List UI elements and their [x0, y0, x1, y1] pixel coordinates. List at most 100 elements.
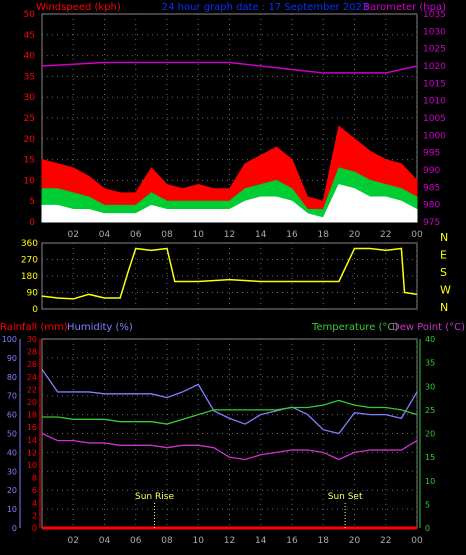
wind-tick-label: 5	[29, 197, 35, 207]
humidity-line	[41, 368, 418, 435]
humidity-tick-label: 40	[7, 448, 17, 457]
dewpoint-axis-title: Dew Point (°C)	[392, 322, 465, 333]
direction-panel-frame	[41, 242, 418, 310]
temperature-tick-label: 35	[425, 359, 435, 368]
direction-tick-label: 90	[27, 289, 39, 299]
wind-x-tick: 02	[68, 230, 79, 240]
rain-tick-label: 24	[27, 373, 37, 382]
rain-tick-label: 4	[32, 499, 37, 508]
rain-tick-label: 2	[32, 511, 37, 520]
rain-tick-label: 18	[27, 411, 37, 420]
humidity-tick-label: 90	[7, 354, 17, 363]
direction-tick-label: 0	[32, 305, 38, 315]
wind-x-tick: 20	[349, 230, 361, 240]
barometer-tick-label: 985	[423, 183, 440, 193]
wind-x-tick: 08	[161, 230, 173, 240]
wind-x-tick: 00	[411, 230, 423, 240]
wind-tick-label: 10	[24, 176, 36, 186]
weather-x-tick: 08	[161, 536, 173, 546]
wind-tick-label: 15	[24, 156, 35, 166]
compass-label: N	[440, 231, 448, 244]
weather-x-tick: 06	[130, 536, 142, 546]
rain-tick-label: 16	[27, 423, 37, 432]
rain-tick-label: 6	[32, 486, 37, 495]
humidity-tick-label: 0	[12, 524, 17, 533]
temperature-tick-label: 25	[425, 406, 435, 415]
weather-x-tick: 22	[380, 536, 391, 546]
rainfall-axis-title: Rainfall (mm)	[0, 322, 68, 333]
temperature-tick-label: 5	[425, 500, 430, 509]
wind-x-tick: 06	[130, 230, 142, 240]
weather-x-tick: 14	[255, 536, 267, 546]
barometer-line	[41, 61, 418, 74]
weather-x-tick: 16	[286, 536, 298, 546]
humidity-tick-label: 30	[7, 467, 17, 476]
wind-average-area	[41, 167, 418, 223]
humidity-tick-label: 100	[2, 335, 17, 344]
wind-tick-label: 45	[24, 31, 35, 41]
wind-x-tick: 12	[224, 230, 235, 240]
rain-tick-label: 22	[27, 385, 37, 394]
wind-tick-label: 25	[24, 114, 35, 124]
rain-tick-label: 0	[32, 524, 37, 533]
barometer-tick-label: 1010	[423, 97, 446, 107]
barometer-tick-label: 1005	[423, 114, 446, 124]
barometer-tick-label: 990	[423, 166, 440, 176]
direction-tick-label: 360	[21, 239, 38, 249]
sun-marker-label: Sun Set	[328, 492, 363, 502]
compass-label: N	[440, 301, 448, 314]
barometer-tick-label: 1000	[423, 131, 446, 141]
weather-x-tick: 04	[99, 536, 111, 546]
rain-tick-label: 10	[27, 461, 37, 470]
compass-label: W	[440, 284, 451, 297]
wind-x-tick: 14	[255, 230, 267, 240]
direction-line	[41, 247, 418, 300]
humidity-tick-label: 70	[7, 392, 17, 401]
wind-tick-label: 0	[29, 218, 35, 228]
wind-tick-label: 35	[24, 72, 35, 82]
temperature-tick-label: 10	[425, 477, 435, 486]
barometer-tick-label: 1015	[423, 79, 446, 89]
temperature-tick-label: 0	[425, 524, 430, 533]
rain-tick-label: 12	[27, 448, 37, 457]
humidity-tick-label: 60	[7, 411, 17, 420]
sun-marker-label: Sun Rise	[135, 492, 174, 502]
rain-tick-label: 8	[32, 474, 37, 483]
rain-tick-label: 26	[27, 360, 37, 369]
wind-x-tick: 10	[193, 230, 205, 240]
compass-label: S	[440, 266, 447, 279]
wind-x-tick: 04	[99, 230, 111, 240]
direction-tick-label: 270	[21, 256, 38, 266]
rain-tick-label: 30	[27, 335, 37, 344]
wind-tick-label: 30	[24, 93, 36, 103]
barometer-tick-label: 995	[423, 149, 440, 159]
wind-gust-area	[41, 125, 418, 223]
humidity-tick-label: 20	[7, 486, 17, 495]
chart-date-title: 24 hour graph date : 17 September 2023	[162, 2, 369, 13]
wind-x-tick: 18	[318, 230, 330, 240]
direction-tick-label: 180	[21, 272, 38, 282]
wind-tick-label: 50	[24, 10, 36, 20]
wind-tick-label: 20	[24, 135, 36, 145]
wind-x-tick: 16	[286, 230, 298, 240]
weather-x-tick: 20	[349, 536, 361, 546]
temperature-tick-label: 20	[425, 430, 435, 439]
weather-x-tick: 02	[68, 536, 79, 546]
barometer-tick-label: 1020	[423, 62, 446, 72]
weather-x-tick: 00	[411, 536, 423, 546]
wind-x-tick: 22	[380, 230, 391, 240]
humidity-tick-label: 80	[7, 373, 17, 382]
barometer-axis-title: Barometer (hpa)	[363, 2, 446, 13]
humidity-axis-title: Humidity (%)	[67, 322, 133, 333]
barometer-tick-label: 1025	[423, 45, 446, 55]
temperature-line	[42, 399, 418, 425]
weather-x-tick: 18	[318, 536, 330, 546]
rain-tick-label: 14	[27, 436, 37, 445]
temperature-tick-label: 40	[425, 335, 435, 344]
barometer-tick-label: 980	[423, 201, 440, 211]
weather-x-tick: 12	[224, 536, 235, 546]
compass-label: E	[440, 249, 447, 262]
barometer-tick-label: 975	[423, 218, 440, 228]
wind-speed-area	[41, 183, 418, 223]
